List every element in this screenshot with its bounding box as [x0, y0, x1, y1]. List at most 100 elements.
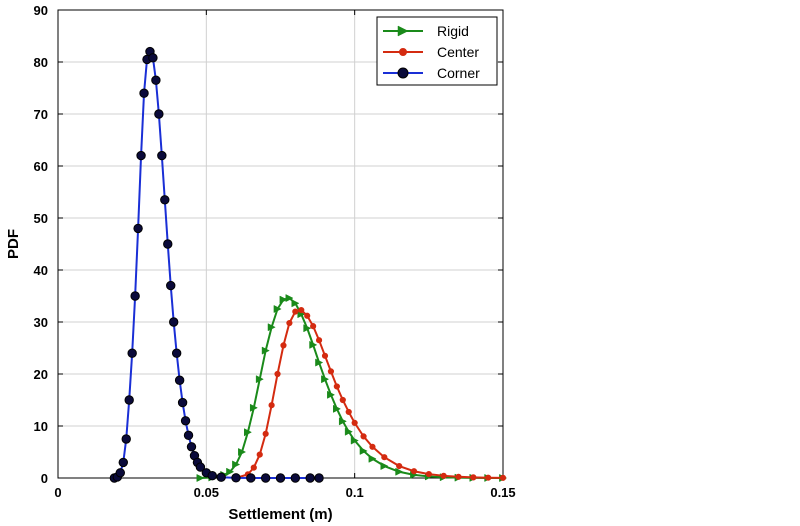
- data-point-center: [310, 323, 317, 330]
- data-point-corner: [183, 430, 194, 441]
- data-point-center: [499, 474, 507, 481]
- data-point-rigid: [244, 428, 253, 437]
- data-point-rigid: [279, 295, 288, 304]
- data-point-center: [410, 468, 418, 475]
- data-point-center: [256, 451, 263, 458]
- data-point-center: [455, 473, 462, 480]
- data-point-center: [274, 370, 281, 378]
- legend-marker: [399, 48, 407, 56]
- data-point-center: [396, 462, 403, 470]
- data-point-rigid: [232, 460, 241, 469]
- data-point-corner: [246, 473, 256, 483]
- data-point-rigid: [285, 294, 294, 303]
- data-point-center: [333, 383, 340, 390]
- data-point-rigid: [368, 454, 377, 463]
- legend: Rigid Center Corner: [376, 16, 498, 86]
- legend-item-center: Center: [383, 44, 479, 60]
- data-point-corner: [160, 195, 170, 205]
- data-point-corner: [305, 473, 315, 483]
- legend-item-rigid: Rigid: [383, 23, 469, 39]
- legend-marker: [397, 67, 409, 79]
- data-point-center: [304, 312, 311, 319]
- data-point-corner: [148, 53, 158, 63]
- legend-item-corner: Corner: [383, 65, 480, 81]
- x-axis-label: Settlement (m): [228, 506, 332, 523]
- data-point-center: [440, 472, 447, 479]
- data-point-corner: [163, 239, 173, 249]
- data-point-center: [345, 408, 352, 416]
- data-point-center: [280, 342, 287, 349]
- data-point-rigid: [380, 462, 389, 471]
- y-tick-label: 30: [34, 315, 48, 330]
- data-point-rigid: [291, 299, 300, 308]
- data-point-rigid: [350, 436, 359, 445]
- data-point-corner: [216, 472, 226, 482]
- data-point-corner: [139, 88, 149, 98]
- x-tick-label: 0.1: [346, 485, 364, 500]
- legend-label: Rigid: [437, 23, 469, 39]
- x-tick-label: 0.15: [490, 485, 515, 500]
- data-point-rigid: [338, 417, 347, 426]
- data-point-corner: [157, 150, 167, 161]
- data-point-rigid: [238, 447, 247, 457]
- data-point-center: [286, 319, 293, 327]
- data-point-corner: [177, 397, 188, 408]
- data-point-corner: [151, 75, 161, 85]
- data-point-rigid: [267, 323, 276, 332]
- data-point-center: [369, 443, 376, 450]
- data-point-center: [425, 471, 432, 478]
- data-point-rigid: [327, 390, 336, 399]
- y-tick-label: 0: [41, 471, 48, 486]
- data-point-corner: [290, 473, 301, 483]
- data-point-corner: [207, 470, 217, 481]
- data-point-center: [268, 402, 275, 409]
- data-point-rigid: [303, 324, 312, 333]
- data-point-center: [470, 474, 477, 481]
- data-point-rigid: [261, 346, 270, 355]
- series-line-corner: [114, 49, 320, 479]
- data-point-rigid: [249, 403, 258, 412]
- data-point-rigid: [333, 404, 342, 413]
- data-point-corner: [124, 395, 134, 405]
- y-tick-label: 20: [34, 367, 48, 382]
- y-tick-label: 40: [34, 263, 48, 278]
- data-point-center: [381, 454, 388, 461]
- legend-marker: [397, 25, 409, 37]
- data-point-corner: [127, 348, 137, 358]
- series-line-center: [235, 308, 504, 479]
- data-point-corner: [169, 317, 179, 327]
- data-point-corner: [133, 223, 143, 234]
- y-tick-label: 50: [34, 211, 48, 226]
- series-corner: [109, 46, 324, 483]
- y-tick-label: 80: [34, 55, 48, 70]
- x-tick-label: 0.05: [194, 485, 219, 500]
- data-point-corner: [130, 291, 140, 301]
- data-point-corner: [118, 457, 128, 468]
- x-tick-label: 0: [54, 485, 61, 500]
- data-point-corner: [260, 473, 271, 483]
- series-center: [232, 306, 507, 482]
- data-point-corner: [121, 434, 131, 444]
- data-point-rigid: [359, 446, 368, 455]
- data-point-corner: [180, 416, 191, 426]
- data-point-rigid: [321, 375, 330, 384]
- data-point-corner: [166, 280, 176, 291]
- data-point-center: [351, 419, 358, 426]
- data-point-rigid: [344, 427, 353, 436]
- data-point-corner: [174, 375, 185, 385]
- data-point-center: [360, 433, 367, 440]
- data-point-rigid: [309, 340, 318, 349]
- data-point-corner: [115, 468, 126, 478]
- data-point-center: [262, 430, 269, 437]
- data-point-rigid: [196, 473, 205, 483]
- data-point-corner: [171, 348, 182, 358]
- y-tick-label: 90: [34, 3, 48, 18]
- data-point-corner: [314, 473, 324, 483]
- data-point-center: [327, 368, 335, 375]
- data-point-center: [292, 308, 299, 315]
- data-point-rigid: [395, 467, 404, 476]
- data-point-rigid: [226, 467, 235, 476]
- data-point-center: [339, 396, 346, 404]
- data-point-corner: [231, 473, 241, 483]
- data-point-center: [321, 352, 329, 359]
